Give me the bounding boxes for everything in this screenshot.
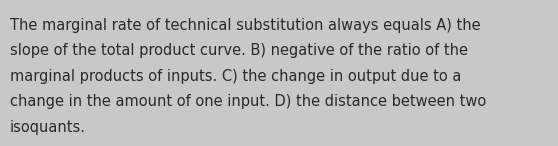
Text: The marginal rate of technical substitution always equals A) the: The marginal rate of technical substitut… xyxy=(10,18,480,33)
Text: slope of the total product curve. B) negative of the ratio of the: slope of the total product curve. B) neg… xyxy=(10,43,468,58)
Text: marginal products of inputs. C) the change in output due to a: marginal products of inputs. C) the chan… xyxy=(10,69,461,84)
Text: change in the amount of one input. D) the distance between two: change in the amount of one input. D) th… xyxy=(10,94,486,109)
Text: isoquants.: isoquants. xyxy=(10,120,86,135)
